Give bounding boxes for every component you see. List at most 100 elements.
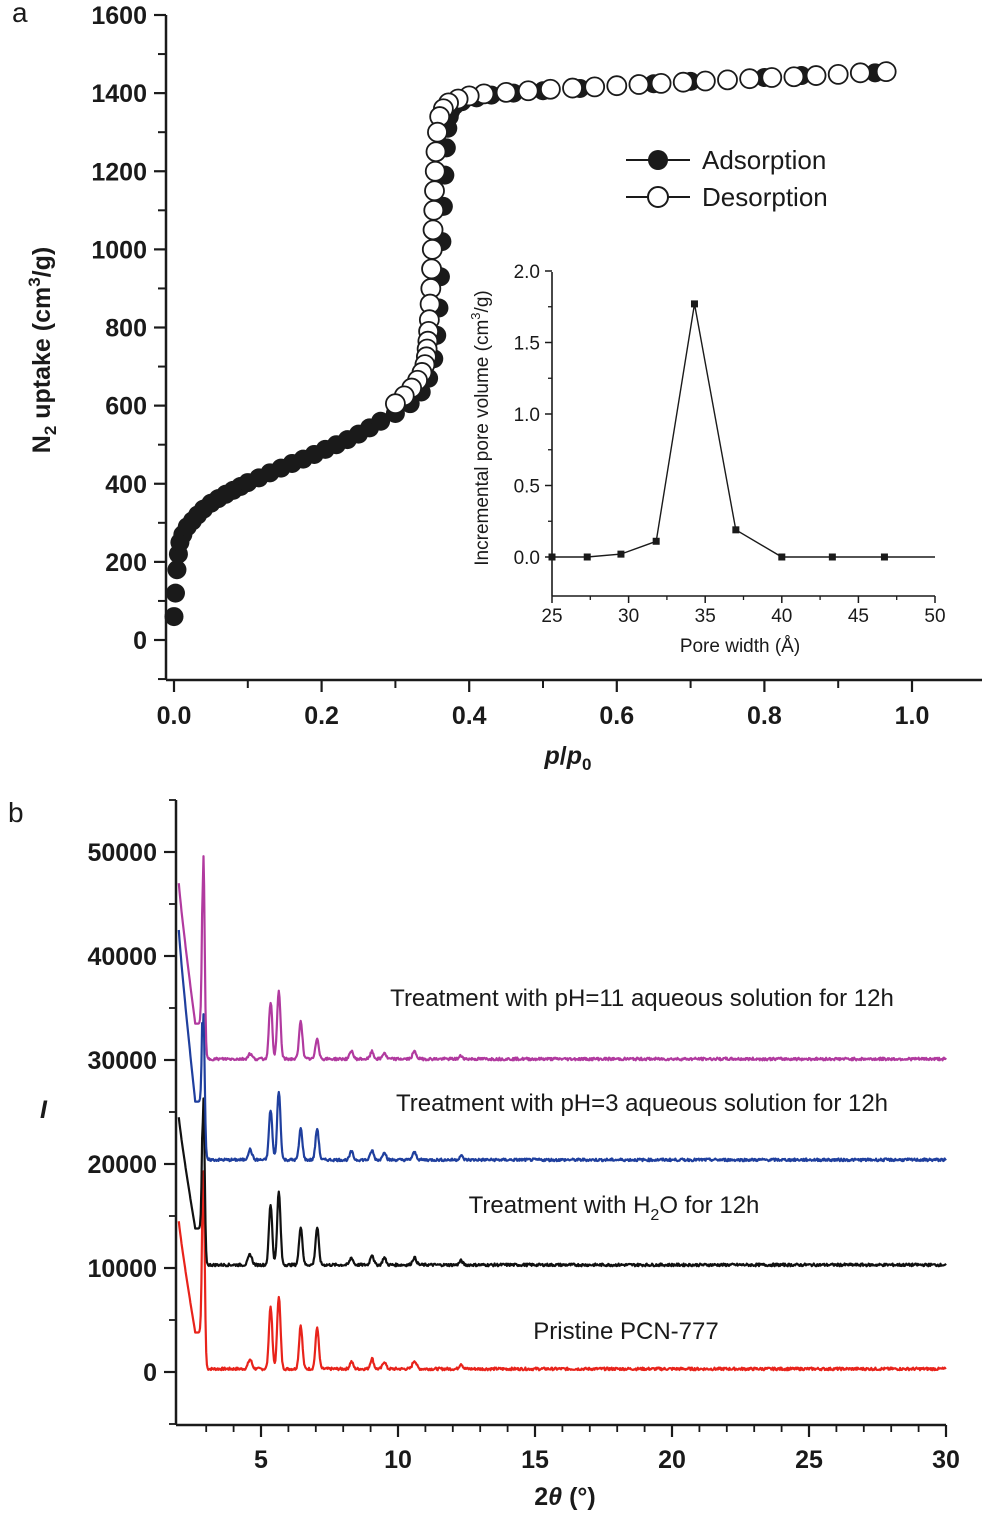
panel-b-ticks: 5 10 15 20 25 30 0 10000 20000 30000 40000 50000	[87, 799, 960, 1474]
annotation-ph11: Treatment with pH=11 aqueous solution fo…	[390, 985, 894, 1012]
inset-x-tick-label: 50	[924, 606, 945, 627]
desorption-point	[849, 62, 871, 84]
panel-a-x-tick-label: 1.0	[895, 702, 930, 730]
desorption-point	[425, 141, 447, 163]
panel-a-y-tick-label: 600	[105, 393, 147, 421]
desorption-point	[539, 78, 561, 100]
desorption-point	[761, 67, 783, 88]
desorption-point	[672, 71, 694, 93]
panel-a-x-tick-label: 0.8	[747, 702, 782, 730]
legend-desorption-label: Desorption	[702, 182, 828, 212]
inset-point	[617, 550, 625, 558]
desorption-point	[421, 258, 442, 280]
legend-adsorption-label: Adsorption	[702, 145, 826, 175]
panel-b-y-tick-label: 10000	[87, 1255, 157, 1283]
desorption-point	[495, 81, 517, 103]
panel-a-y-tick-label: 0	[133, 627, 147, 655]
inset-x-tick-label: 25	[541, 606, 562, 627]
panel-b-y-tick-label: 20000	[87, 1151, 157, 1179]
panel-a-y-tick-label: 1400	[91, 80, 147, 108]
desorption-point	[422, 219, 444, 241]
inset-y-tick-label: 1.0	[514, 405, 540, 426]
inset-y-axis-label: Incremental pore volume (cm3/g)	[468, 290, 493, 565]
panel-a-x-tick-label: 0.0	[157, 702, 192, 730]
panel-a-y-axis-label: N2 uptake (cm3/g)	[25, 247, 60, 453]
xrd-trace	[177, 855, 947, 1062]
inset-point	[583, 553, 591, 561]
panel-b-x-tick-label: 10	[384, 1446, 412, 1474]
desorption-point	[875, 61, 897, 83]
panel-b-label: b	[8, 797, 24, 828]
inset-x-tick-label: 40	[771, 606, 792, 627]
inset-point	[778, 553, 786, 561]
desorption-point	[517, 80, 539, 102]
desorption-point	[424, 160, 446, 182]
inset-line	[552, 303, 935, 558]
adsorption-point	[164, 607, 184, 627]
desorption-point	[423, 199, 445, 221]
panel-a-y-tick-label: 400	[105, 471, 147, 499]
xrd-trace	[177, 1170, 947, 1372]
panel-b-x-tick-label: 5	[254, 1446, 268, 1474]
panel-a-y-tick-label: 200	[105, 549, 147, 577]
panel-b-y-tick-label: 50000	[87, 839, 157, 867]
panel-a: a 0.0 0.2 0.4 0.6 0.8 1.0 0 200 400 600 800 1000 120…	[12, 0, 982, 774]
desorption-point	[424, 180, 445, 202]
panel-b-x-tick-label: 15	[521, 1446, 549, 1474]
inset-x-tick-label: 35	[695, 606, 716, 627]
desorption-point	[584, 76, 606, 98]
legend-desorption-marker	[647, 186, 669, 208]
desorption-point	[421, 238, 443, 260]
panel-b-y-tick-label: 40000	[87, 943, 157, 971]
inset-point	[652, 537, 660, 545]
inset-x-tick-label: 30	[618, 606, 639, 627]
desorption-point	[650, 72, 672, 94]
panel-b-x-tick-label: 30	[932, 1446, 960, 1474]
inset-y-tick-label: 2.0	[514, 262, 540, 283]
annotation-ph3: Treatment with pH=3 aqueous solution for…	[396, 1090, 888, 1117]
panel-b-traces	[177, 855, 947, 1372]
desorption-point	[384, 393, 406, 415]
annotation-h2o: Treatment with H2O for 12h	[469, 1192, 760, 1224]
annotation-pristine: Pristine PCN-777	[533, 1318, 718, 1345]
panel-b-x-axis-label: 2θ (°)	[534, 1483, 595, 1511]
inset-ticks: 25 30 35 40 45 50 0.0 0.5 1.0 1.5 2.0	[514, 262, 946, 627]
inset-point	[828, 553, 836, 561]
xrd-trace	[177, 929, 947, 1163]
panel-a-x-axis-label: p/p0	[544, 742, 592, 774]
desorption-point	[739, 68, 761, 90]
desorption-point	[805, 65, 827, 86]
panel-a-y-tick-label: 1000	[91, 236, 147, 264]
panel-b-x-tick-label: 20	[658, 1446, 686, 1474]
panel-a-x-tick-label: 0.6	[599, 702, 634, 730]
inset-point	[548, 553, 556, 561]
desorption-point	[694, 70, 716, 92]
inset-x-axis-label: Pore width (Å)	[680, 636, 800, 657]
panel-a-y-tick-label: 1600	[91, 2, 147, 30]
inset-x-tick-label: 45	[848, 606, 869, 627]
inset-y-tick-label: 0.5	[514, 477, 540, 498]
panel-a-ticks: 0.0 0.2 0.4 0.6 0.8 1.0 0 200 400 600 800 1000 1200 1…	[91, 2, 929, 730]
adsorption-point	[371, 411, 391, 431]
panel-b-x-tick-label: 25	[795, 1446, 823, 1474]
panel-b: b 5 10 15 20 25 3001000020000300004000050000 …	[8, 797, 960, 1511]
inset-point	[690, 300, 698, 308]
panel-a-x-tick-label: 0.2	[304, 702, 339, 730]
legend-adsorption-marker	[648, 150, 668, 170]
panel-a-x-tick-label: 0.4	[452, 702, 487, 730]
desorption-point	[717, 69, 738, 91]
desorption-point	[562, 77, 583, 99]
inset-y-tick-label: 0.0	[514, 548, 540, 569]
panel-a-label: a	[12, 0, 28, 28]
xrd-trace	[177, 1097, 947, 1268]
desorption-point	[606, 75, 628, 97]
desorption-series	[384, 61, 897, 415]
inset-pore-distribution: 25 30 35 40 45 50 0.0 0.5 1.0 1.5 2.0 Incremental …	[468, 262, 946, 657]
panel-a-y-tick-label: 1200	[91, 158, 147, 186]
desorption-point	[783, 66, 805, 88]
inset-background	[545, 270, 937, 600]
desorption-point	[427, 121, 448, 143]
panel-b-y-axis-label: I	[40, 1096, 48, 1124]
adsorption-point	[165, 583, 185, 603]
